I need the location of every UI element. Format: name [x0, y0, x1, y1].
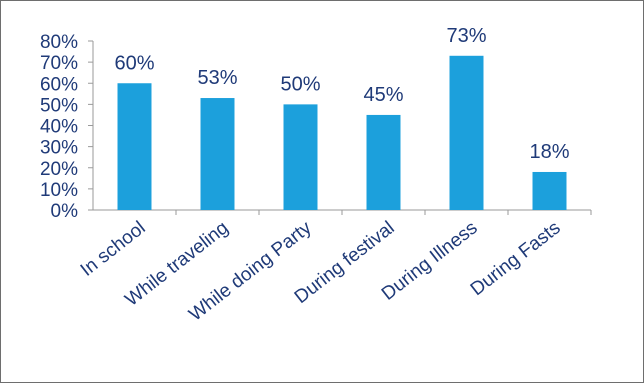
bar — [117, 83, 152, 210]
y-axis-ticks: 0%10%20%30%40%50%60%70%80% — [40, 32, 93, 222]
data-label: 45% — [363, 84, 403, 106]
y-tick-label: 40% — [40, 117, 78, 138]
y-tick-label: 50% — [40, 95, 78, 116]
bar — [366, 114, 401, 210]
data-label: 18% — [529, 141, 569, 163]
y-tick-label: 30% — [40, 138, 78, 159]
category-label: In school — [77, 217, 150, 280]
bar — [449, 55, 484, 210]
data-label: 73% — [446, 25, 486, 47]
y-tick-label: 10% — [40, 180, 78, 201]
y-tick-label: 0% — [51, 201, 79, 222]
data-labels: 60% 53% 50% 45% 73% 18% — [114, 25, 569, 163]
bar — [200, 98, 235, 210]
axes — [92, 41, 592, 215]
data-label: 60% — [114, 52, 154, 74]
y-tick-label: 70% — [40, 53, 78, 74]
bar — [283, 104, 318, 210]
bars — [117, 55, 567, 210]
y-tick-label: 20% — [40, 159, 78, 180]
data-label: 50% — [280, 73, 320, 95]
data-label: 53% — [197, 67, 237, 89]
y-tick-label: 60% — [40, 74, 78, 95]
y-tick-label: 80% — [40, 32, 78, 53]
category-label: During Fasts — [467, 217, 565, 300]
bar — [532, 171, 567, 210]
